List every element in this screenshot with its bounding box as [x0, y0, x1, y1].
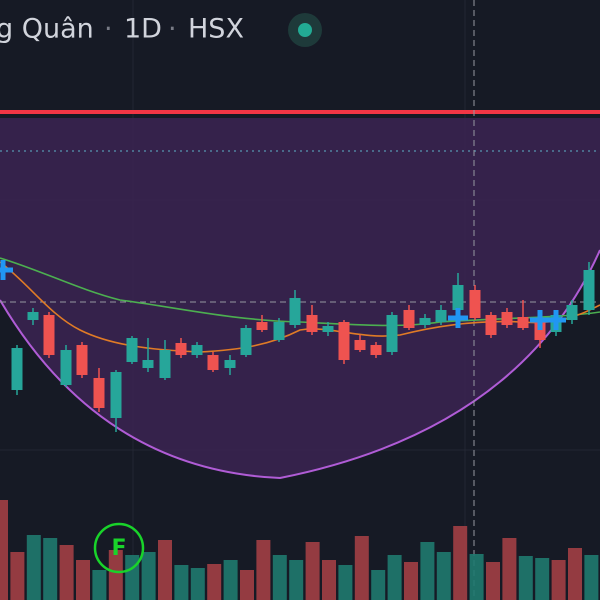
volume-bar [486, 562, 500, 600]
volume-bar [420, 542, 435, 600]
candle-body [289, 298, 301, 325]
candle-body [583, 270, 595, 310]
candle-body [517, 317, 529, 328]
signal-cross [0, 267, 13, 273]
separator: · [104, 14, 113, 45]
volume-bar [256, 540, 271, 600]
volume-bar [469, 554, 484, 600]
signals [0, 260, 566, 330]
volume-bar [223, 560, 238, 600]
candle-body [322, 326, 334, 332]
volume-bar [0, 500, 8, 600]
candle-body [354, 340, 366, 350]
volume-bar [354, 536, 369, 600]
candle-body [240, 328, 252, 355]
volume-bar [535, 558, 550, 600]
volume-bar [568, 548, 582, 600]
candle-body [142, 360, 154, 368]
candle-body [110, 372, 122, 418]
pattern-curve [0, 249, 600, 480]
signal-cross [553, 310, 559, 330]
candle-body [566, 305, 578, 320]
candle-body [370, 345, 382, 355]
candle-body [27, 312, 39, 320]
candle-body [207, 355, 219, 370]
separator: · [168, 14, 177, 45]
volume-bar [190, 568, 205, 600]
volume-bar [551, 560, 566, 600]
candle-body [534, 322, 546, 340]
volume-bar [125, 555, 140, 600]
candle-body [175, 343, 187, 355]
candle-body [11, 348, 23, 390]
volume-bar [158, 540, 172, 600]
volume-bar [289, 560, 304, 600]
volume-bar [338, 565, 353, 600]
volume-bar [59, 545, 74, 600]
candle-body [386, 315, 398, 352]
candle-body [485, 315, 497, 335]
candle-body [273, 322, 285, 340]
volume-bar [108, 550, 123, 600]
volume-bar [404, 562, 418, 600]
candle-body [306, 315, 318, 332]
candle-body [191, 345, 203, 355]
volume-bar [10, 552, 25, 600]
exchange: HSX [188, 14, 244, 45]
signal-cross [0, 260, 6, 280]
volume-bar [76, 560, 90, 600]
symbol: g Quân [0, 14, 94, 45]
candle-body [76, 345, 88, 375]
candle-body [60, 350, 72, 385]
volume-bar [92, 570, 107, 600]
volume-bar [387, 555, 402, 600]
candle-body [501, 312, 513, 325]
volume-bar [141, 552, 156, 600]
volume-bar [207, 564, 222, 600]
candle-body [224, 360, 236, 368]
candle-body [469, 290, 481, 318]
volume-bar [518, 556, 533, 600]
volume-bar [453, 526, 468, 600]
status-dot [298, 23, 312, 37]
candle-body [452, 285, 464, 310]
volume [0, 500, 599, 600]
candle-body [93, 378, 105, 408]
volume-bar [272, 555, 287, 600]
volume-bar [584, 555, 599, 600]
volume-bar [436, 552, 451, 600]
candles [11, 262, 595, 432]
signal-cross [537, 310, 543, 330]
volume-bar [240, 570, 254, 600]
marker-label: F [111, 536, 126, 561]
volume-bar [174, 565, 189, 600]
candle-body [256, 322, 268, 330]
signal-cross [455, 308, 461, 328]
volume-bar [26, 535, 41, 600]
volume-bar [43, 538, 58, 600]
marker-circle [93, 522, 145, 574]
interval: 1D [124, 14, 162, 45]
volume-bar [371, 570, 386, 600]
candle-body [43, 315, 55, 355]
candle-body [159, 350, 171, 378]
candle-body [435, 310, 447, 322]
candle-body [338, 322, 350, 360]
candle-body [419, 318, 431, 325]
volume-bar [305, 542, 320, 600]
volume-bar [502, 538, 517, 600]
candle-body [403, 310, 415, 328]
volume-bar [322, 560, 336, 600]
candle-body [126, 338, 138, 362]
